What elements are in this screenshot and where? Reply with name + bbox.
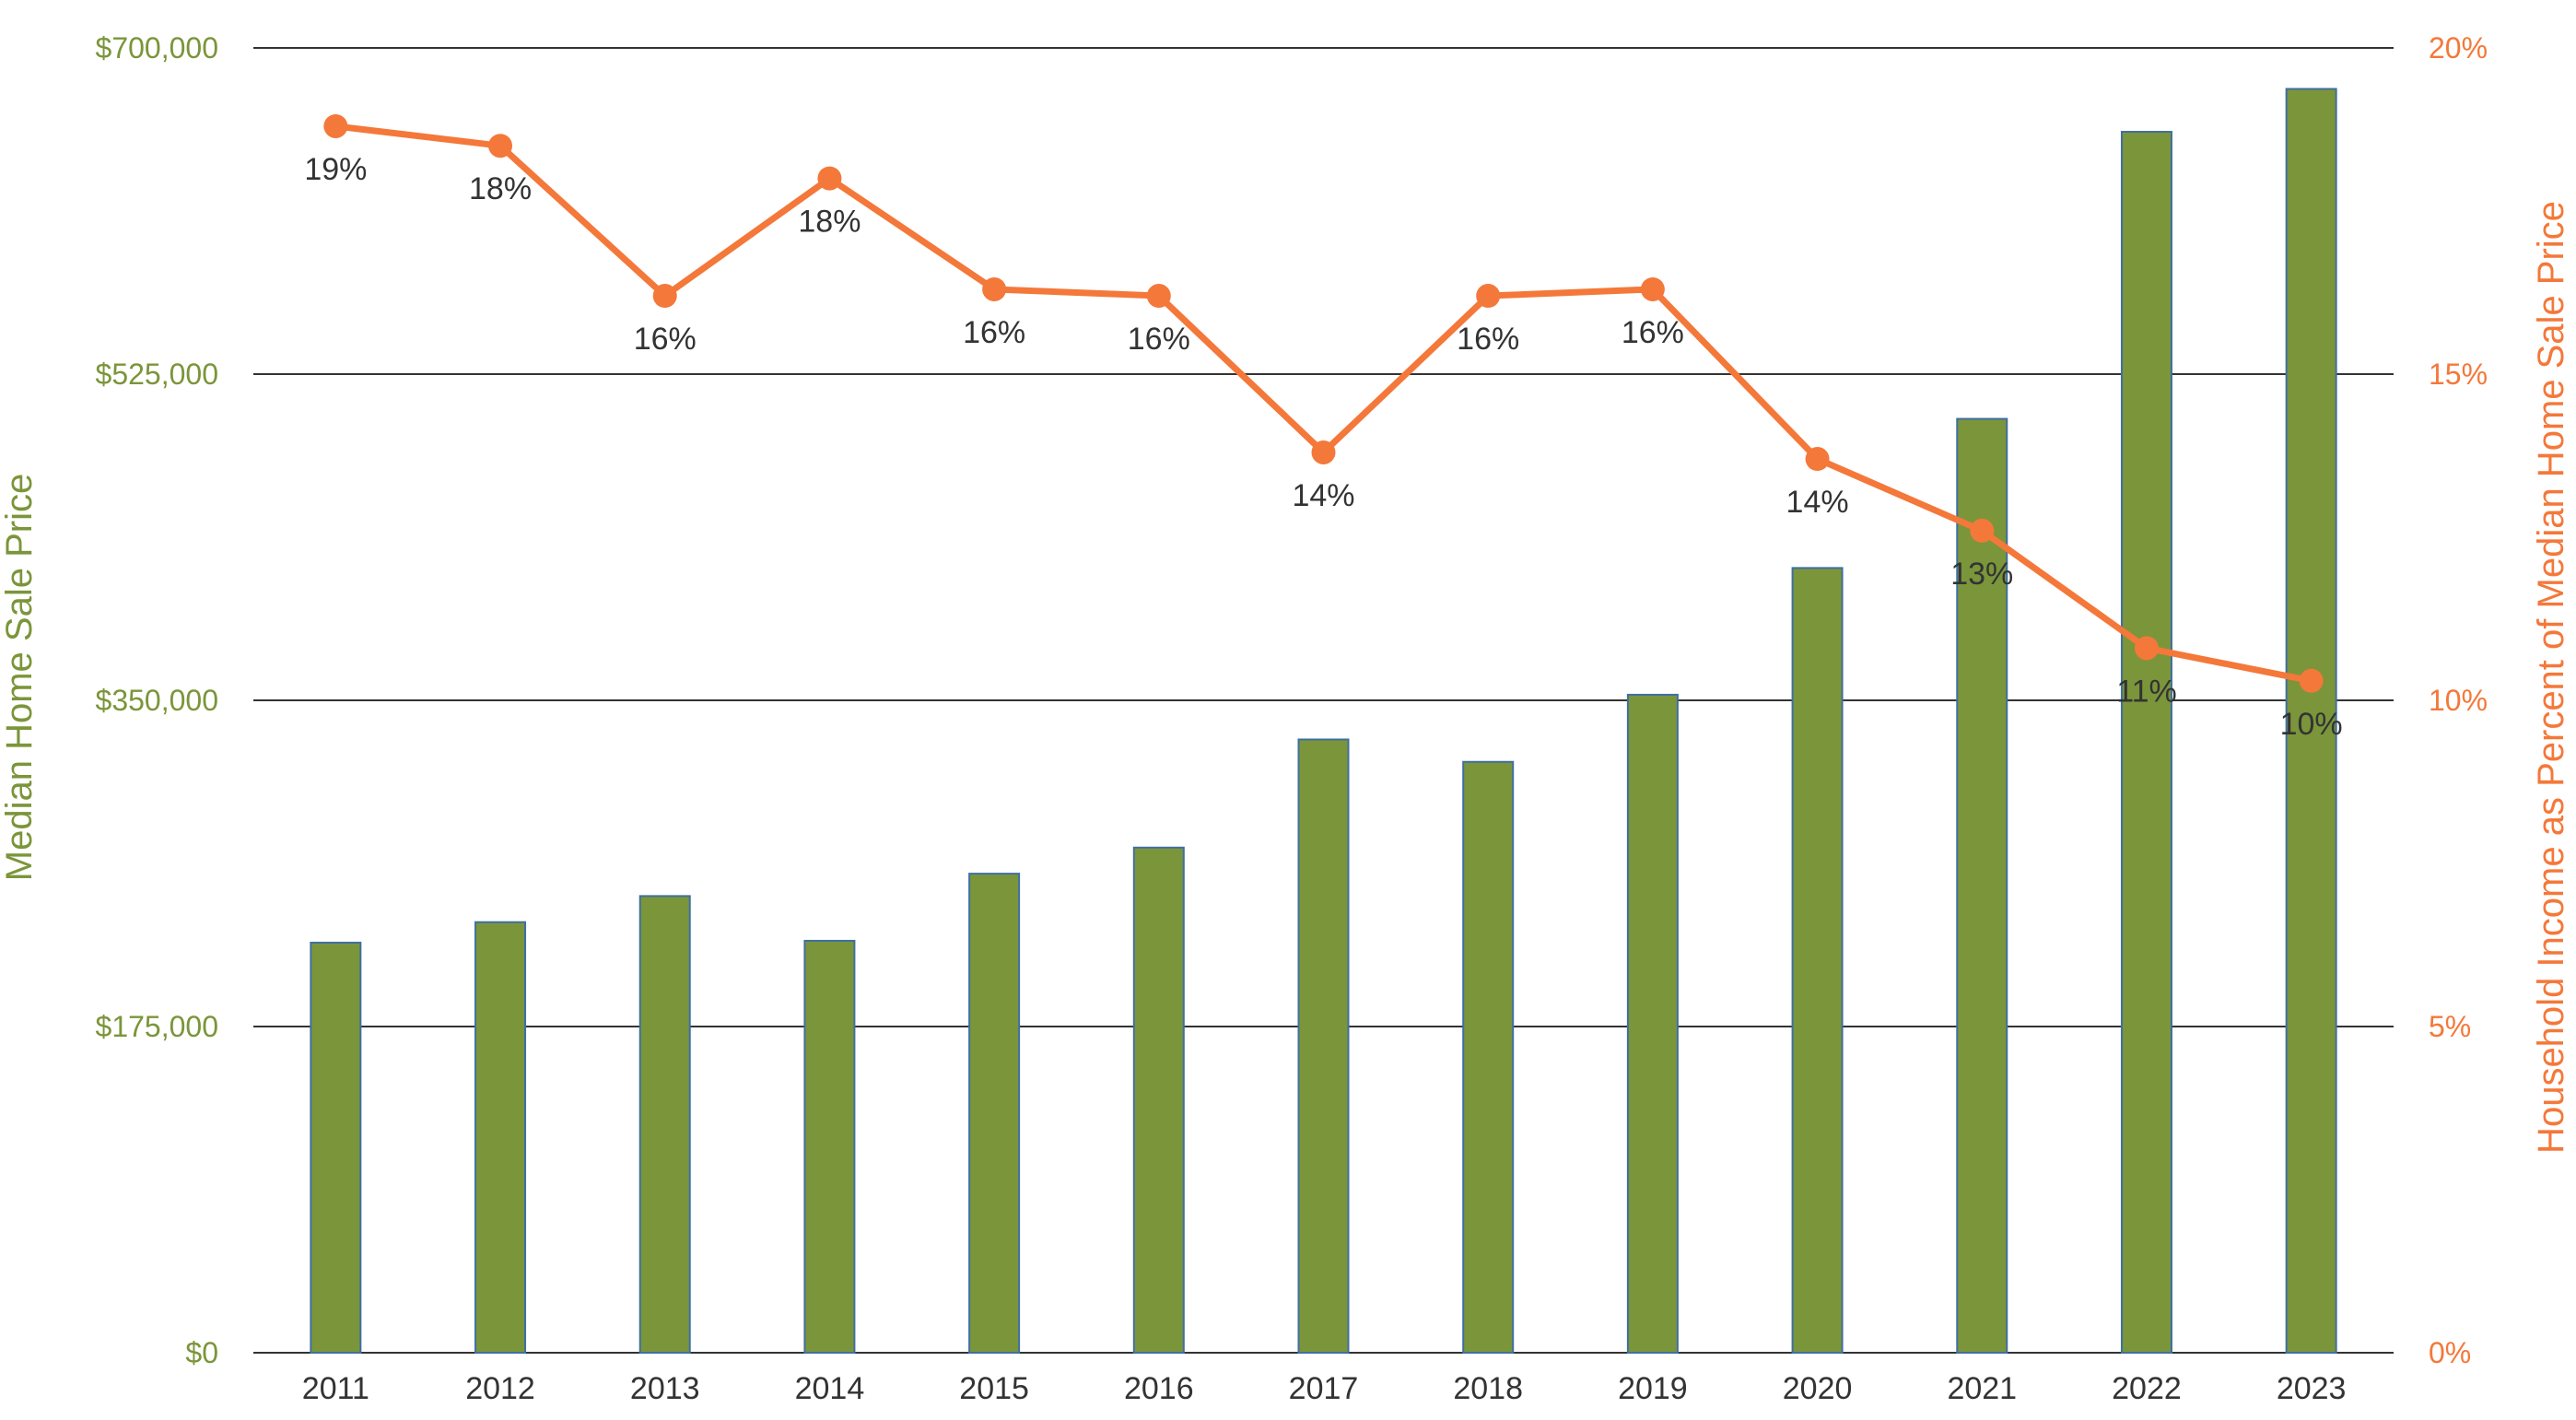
percent-data-label: 19% bbox=[304, 152, 367, 187]
price-bar bbox=[1791, 567, 1844, 1354]
percent-data-label: 11% bbox=[2116, 674, 2177, 709]
price-bar bbox=[638, 895, 691, 1355]
x-tick-label: 2018 bbox=[1453, 1371, 1523, 1406]
percent-point bbox=[1146, 284, 1171, 309]
price-bar bbox=[1626, 693, 1679, 1354]
percent-point bbox=[323, 113, 348, 138]
gridlines bbox=[253, 47, 2394, 1354]
percent-point bbox=[2299, 668, 2324, 693]
percent-point bbox=[2134, 636, 2159, 661]
percent-points bbox=[323, 113, 2324, 693]
x-tick-label: 2020 bbox=[1783, 1371, 1853, 1406]
x-tick-label: 2022 bbox=[2112, 1371, 2182, 1406]
price-bar bbox=[474, 921, 527, 1354]
right-tick-label: 10% bbox=[2429, 684, 2488, 717]
percent-data-label: 18% bbox=[798, 205, 861, 240]
x-tick-label: 2017 bbox=[1289, 1371, 1359, 1406]
price-bars bbox=[310, 88, 2337, 1355]
price-bar bbox=[803, 939, 856, 1354]
x-tick-label: 2015 bbox=[959, 1371, 1029, 1406]
left-tick-label: $700,000 bbox=[96, 31, 218, 65]
price-bar bbox=[968, 873, 1021, 1354]
percent-data-label: 16% bbox=[634, 322, 697, 357]
percent-data-label: 13% bbox=[1950, 557, 2013, 592]
left-tick-label: $350,000 bbox=[96, 684, 218, 717]
percent-point bbox=[817, 166, 842, 191]
percent-data-labels: 19% 18% 16% 18% 16% 16% 14% 16% 16% 14% 13% 11% 10% bbox=[304, 152, 2342, 742]
left-tick-label: $525,000 bbox=[96, 358, 218, 391]
right-axis-title: Household Income as Percent of Median Ho… bbox=[2531, 201, 2571, 1154]
percent-data-label: 18% bbox=[469, 171, 532, 206]
price-bar bbox=[310, 941, 362, 1354]
x-tick-label: 2012 bbox=[465, 1371, 535, 1406]
left-axis-ticks: $0 $175,000 $350,000 $525,000 $700,000 bbox=[96, 31, 218, 1369]
x-tick-label: 2021 bbox=[1947, 1371, 2017, 1406]
right-tick-label: 15% bbox=[2429, 358, 2488, 391]
x-tick-label: 2019 bbox=[1618, 1371, 1688, 1406]
x-axis-ticks: 2011 2012 2013 2014 2015 2016 2017 2018 2019 2020… bbox=[302, 1371, 2347, 1406]
x-tick-label: 2011 bbox=[302, 1371, 369, 1406]
percent-point bbox=[1311, 440, 1336, 464]
percent-point bbox=[488, 134, 513, 158]
percent-data-label: 10% bbox=[2280, 707, 2343, 742]
percent-data-label: 16% bbox=[1457, 322, 1519, 357]
x-tick-label: 2023 bbox=[2277, 1371, 2347, 1406]
percent-point bbox=[652, 284, 677, 309]
price-bar bbox=[1956, 417, 2008, 1354]
x-tick-label: 2014 bbox=[795, 1371, 865, 1406]
percent-data-label: 16% bbox=[963, 315, 1025, 350]
percent-point bbox=[1970, 518, 1995, 543]
left-tick-label: $0 bbox=[185, 1336, 218, 1369]
percent-point bbox=[1640, 276, 1665, 301]
price-bar bbox=[2285, 88, 2337, 1355]
percent-data-label: 16% bbox=[1128, 322, 1190, 357]
percent-data-label: 16% bbox=[1622, 315, 1684, 350]
left-tick-label: $175,000 bbox=[96, 1010, 218, 1043]
price-bar bbox=[1462, 760, 1515, 1354]
percent-series-line bbox=[334, 123, 2313, 685]
price-bar bbox=[1132, 846, 1185, 1354]
price-bar bbox=[1297, 738, 1350, 1354]
price-bar bbox=[2120, 131, 2172, 1354]
percent-data-label: 14% bbox=[1292, 478, 1354, 513]
percent-point bbox=[1805, 447, 1830, 472]
right-axis-ticks: 0% 5% 10% 15% 20% bbox=[2429, 31, 2488, 1369]
percent-point bbox=[1476, 284, 1501, 309]
percent-line bbox=[334, 123, 2313, 685]
left-axis-title: Median Home Sale Price bbox=[0, 474, 40, 881]
percent-data-label: 14% bbox=[1786, 485, 1849, 520]
percent-point bbox=[982, 276, 1007, 301]
x-tick-label: 2016 bbox=[1124, 1371, 1194, 1406]
right-tick-label: 5% bbox=[2429, 1010, 2471, 1043]
right-tick-label: 20% bbox=[2429, 31, 2488, 65]
right-tick-label: 0% bbox=[2429, 1336, 2471, 1369]
x-tick-label: 2013 bbox=[630, 1371, 700, 1406]
